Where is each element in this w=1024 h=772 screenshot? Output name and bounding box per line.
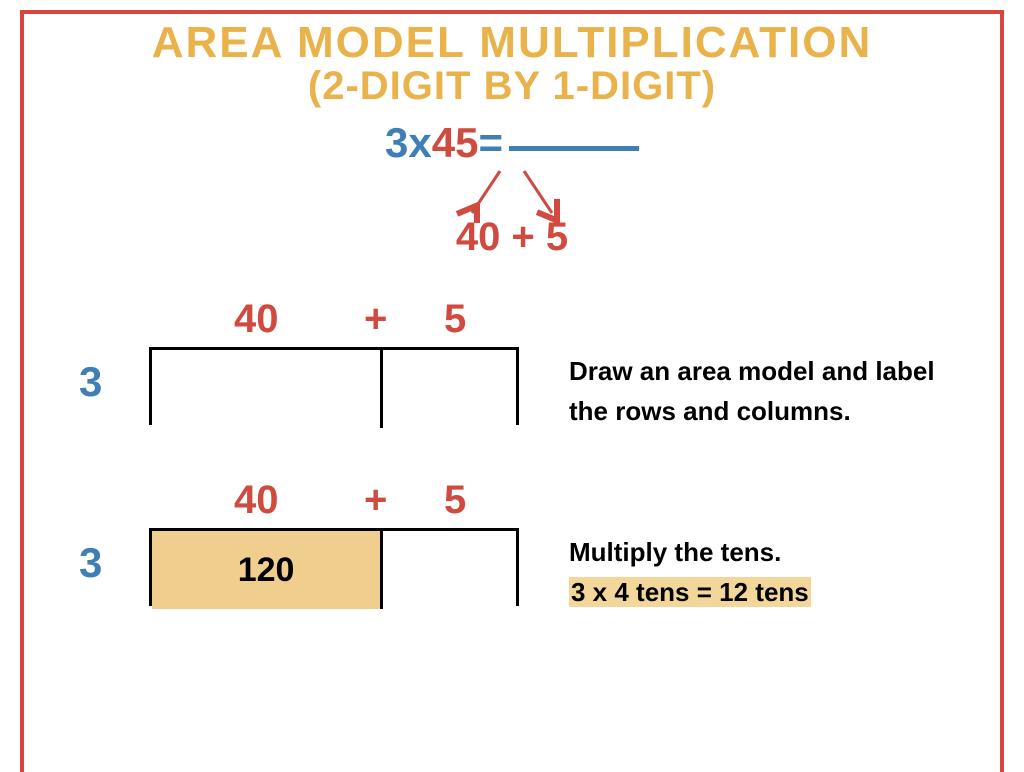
decomposition: 40 + 5 [24, 215, 1000, 260]
title: AREA MODEL MULTIPLICATION [24, 20, 1000, 66]
instruction-1: Draw an area model and label the rows an… [569, 351, 989, 432]
col-label-40: 40 [234, 297, 279, 342]
col-label-5-b: 5 [444, 478, 466, 523]
instruction-1-line-1: the rows and columns. [569, 391, 989, 431]
col-label-plus-b: + [364, 478, 387, 523]
arrow-right [524, 171, 552, 213]
equation: 3 x 45 = [24, 119, 1000, 167]
page-frame: AREA MODEL MULTIPLICATION (2-DIGIT BY 1-… [20, 10, 1004, 772]
split-arrows-svg [412, 161, 612, 223]
row-label-3-b: 3 [79, 539, 102, 587]
instruction-1-line-0: Draw an area model and label [569, 351, 989, 391]
equation-equals: = [478, 119, 503, 167]
step-1: 40 + 5 3 Draw an area model and label th… [134, 303, 1000, 448]
col-label-5: 5 [444, 297, 466, 342]
cell-2-1 [383, 531, 516, 609]
cell-1-1 [383, 350, 516, 428]
instruction-2: Multiply the tens. 3 x 4 tens = 12 tens [569, 532, 989, 613]
step-2: 40 + 5 3 120 Multiply the tens. 3 x 4 te… [134, 484, 1000, 629]
decomposition-arrows-wrap: 40 + 5 [24, 161, 1000, 281]
area-box-2: 120 [149, 528, 519, 606]
instruction-2-line-0: Multiply the tens. [569, 532, 989, 572]
cell-2-0-value: 120 [238, 551, 295, 590]
equation-multiplier: 3 [385, 119, 408, 167]
instruction-2-line-1: 3 x 4 tens = 12 tens [569, 577, 811, 607]
equation-blank [509, 146, 639, 151]
cell-2-0: 120 [152, 531, 383, 609]
col-label-plus: + [364, 297, 387, 342]
area-box-1 [149, 347, 519, 425]
col-label-40-b: 40 [234, 478, 279, 523]
cell-1-0 [152, 350, 383, 428]
subtitle: (2-DIGIT BY 1-DIGIT) [24, 64, 1000, 109]
equation-multiplicand: 45 [432, 119, 479, 167]
row-label-3: 3 [79, 358, 102, 406]
equation-times: x [408, 119, 431, 167]
arrow-left [472, 171, 500, 213]
